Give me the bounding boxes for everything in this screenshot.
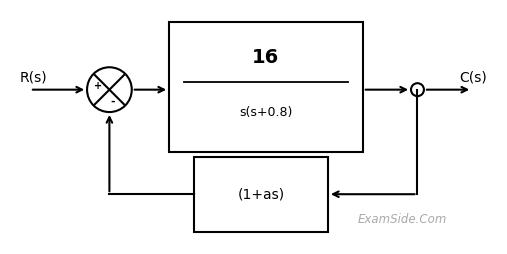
Text: C(s): C(s) — [459, 70, 487, 84]
Text: +: + — [94, 81, 102, 91]
Text: -: - — [111, 97, 115, 107]
Text: (1+as): (1+as) — [237, 187, 284, 201]
Text: ExamSide.Com: ExamSide.Com — [358, 213, 447, 226]
Text: s(s+0.8): s(s+0.8) — [239, 106, 293, 119]
Text: R(s): R(s) — [20, 70, 48, 84]
Bar — [194, 157, 328, 232]
Bar — [169, 22, 363, 152]
Text: 16: 16 — [252, 48, 279, 67]
